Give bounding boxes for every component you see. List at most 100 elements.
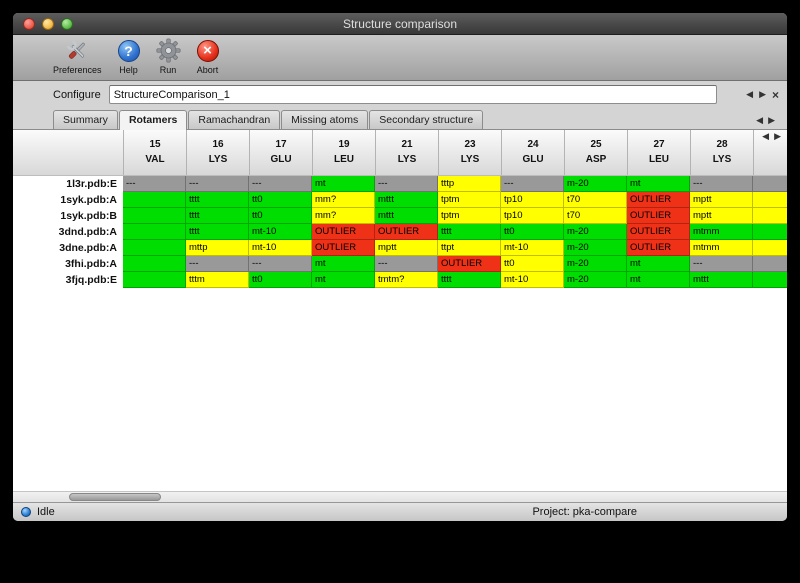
row-label[interactable]: 3dnd.pdb:A (13, 224, 123, 240)
rotamer-cell[interactable]: OUTLIER (627, 224, 690, 240)
row-label[interactable]: 3dne.pdb:A (13, 240, 123, 256)
column-header[interactable]: 24 GLU (501, 130, 564, 175)
rotamer-cell[interactable]: tttt (438, 272, 501, 288)
rotamer-cell[interactable]: mt (627, 272, 690, 288)
rotamer-cell[interactable]: --- (249, 176, 312, 192)
rotamer-cell[interactable]: tp10 (501, 208, 564, 224)
rotamer-cell[interactable] (123, 272, 186, 288)
help-button[interactable]: ? Help (117, 37, 140, 75)
rotamer-cell[interactable]: OUTLIER (627, 240, 690, 256)
rotamer-cell[interactable]: --- (186, 256, 249, 272)
rotamer-cell[interactable]: mtmm (690, 224, 753, 240)
tab-rotamers[interactable]: Rotamers (118, 110, 188, 130)
rotamer-cell[interactable]: mptt (375, 240, 438, 256)
rotamer-cell[interactable]: mtmm (690, 240, 753, 256)
rotamer-cell[interactable]: tt0 (501, 224, 564, 240)
row-label[interactable]: 1l3r.pdb:E (13, 176, 123, 192)
tabs-scroll-left-icon[interactable]: ◀ (756, 115, 764, 125)
column-header[interactable]: 16 LYS (186, 130, 249, 175)
rotamer-cell[interactable]: tttt (186, 224, 249, 240)
row-label[interactable]: 1syk.pdb:A (13, 192, 123, 208)
rotamer-cell[interactable]: t70 (564, 208, 627, 224)
rotamer-cell[interactable]: --- (375, 176, 438, 192)
rotamer-cell[interactable]: tptm (438, 208, 501, 224)
rotamer-cell[interactable] (753, 192, 787, 208)
rotamer-cell[interactable] (123, 224, 186, 240)
tabs-scroll-right-icon[interactable]: ▶ (768, 115, 775, 125)
rotamer-cell[interactable] (123, 192, 186, 208)
rotamer-cell[interactable]: tttt (186, 192, 249, 208)
abort-button[interactable]: × Abort (196, 37, 219, 75)
columns-scroll-right-icon[interactable]: ▶ (774, 131, 781, 141)
horizontal-scrollbar[interactable] (13, 491, 787, 502)
column-header[interactable]: 17 GLU (249, 130, 312, 175)
rotamer-cell[interactable] (123, 240, 186, 256)
rotamer-cell[interactable]: mt (627, 256, 690, 272)
rotamer-cell[interactable]: mttt (375, 192, 438, 208)
rotamer-cell[interactable]: mttp (186, 240, 249, 256)
rotamer-cell[interactable] (753, 272, 787, 288)
close-window-button[interactable] (23, 17, 35, 30)
rotamer-cell[interactable]: mptt (690, 208, 753, 224)
rotamer-cell[interactable]: OUTLIER (627, 192, 690, 208)
rotamer-cell[interactable]: mm? (312, 192, 375, 208)
zoom-window-button[interactable] (61, 17, 73, 30)
minimize-window-button[interactable] (42, 17, 54, 30)
row-label[interactable]: 3fjq.pdb:E (13, 272, 123, 288)
rotamer-cell[interactable]: tt0 (501, 256, 564, 272)
rotamer-cell[interactable]: --- (375, 256, 438, 272)
rotamer-cell[interactable]: m-20 (564, 176, 627, 192)
configure-name-input[interactable] (108, 85, 717, 104)
rotamer-cell[interactable]: m-20 (564, 240, 627, 256)
rotamer-cell[interactable] (753, 256, 787, 272)
rotamer-cell[interactable]: mt (312, 272, 375, 288)
rotamer-cell[interactable]: --- (123, 176, 186, 192)
column-header[interactable] (753, 130, 787, 175)
column-header[interactable]: 27 LEU (627, 130, 690, 175)
column-header[interactable]: 23 LYS (438, 130, 501, 175)
rotamer-cell[interactable]: --- (690, 176, 753, 192)
column-header[interactable]: 28 LYS (690, 130, 753, 175)
tab-secondary-structure[interactable]: Secondary structure (369, 110, 484, 129)
rotamer-cell[interactable]: tt0 (249, 192, 312, 208)
rotamer-cell[interactable]: OUTLIER (375, 224, 438, 240)
rotamer-cell[interactable]: --- (186, 176, 249, 192)
rotamer-cell[interactable] (753, 240, 787, 256)
rotamer-cell[interactable]: m-20 (564, 224, 627, 240)
rotamer-cell[interactable]: mt-10 (249, 224, 312, 240)
rotamer-cell[interactable]: mttt (375, 208, 438, 224)
rotamer-cell[interactable]: mt-10 (249, 240, 312, 256)
column-header[interactable]: 21 LYS (375, 130, 438, 175)
rotamer-cell[interactable]: mt (312, 176, 375, 192)
rotamer-cell[interactable]: mt-10 (501, 272, 564, 288)
rotamer-cell[interactable]: tttp (438, 176, 501, 192)
rotamer-cell[interactable]: OUTLIER (312, 240, 375, 256)
rotamer-cell[interactable]: tttm (186, 272, 249, 288)
row-label[interactable]: 3fhi.pdb:A (13, 256, 123, 272)
rotamer-cell[interactable] (123, 256, 186, 272)
rotamer-cell[interactable]: OUTLIER (438, 256, 501, 272)
column-header[interactable]: 19 LEU (312, 130, 375, 175)
rotamer-cell[interactable]: tmtm? (375, 272, 438, 288)
rotamer-cell[interactable]: mm? (312, 208, 375, 224)
columns-scroll-left-icon[interactable]: ◀ (762, 131, 770, 141)
column-header[interactable]: 25 ASP (564, 130, 627, 175)
next-page-icon[interactable]: ▶ (759, 89, 766, 99)
preferences-button[interactable]: Preferences (53, 37, 102, 75)
rotamer-cell[interactable]: tt0 (249, 272, 312, 288)
tab-summary[interactable]: Summary (53, 110, 118, 129)
rotamer-cell[interactable]: m-20 (564, 272, 627, 288)
close-icon[interactable]: × (771, 87, 779, 102)
rotamer-cell[interactable]: mptt (690, 192, 753, 208)
rotamer-cell[interactable] (753, 224, 787, 240)
tab-missing-atoms[interactable]: Missing atoms (281, 110, 369, 129)
rotamer-cell[interactable]: tttt (186, 208, 249, 224)
rotamer-cell[interactable]: mttt (690, 272, 753, 288)
rotamer-cell[interactable]: m-20 (564, 256, 627, 272)
rotamer-cell[interactable] (753, 208, 787, 224)
scrollbar-thumb[interactable] (69, 493, 161, 501)
rotamer-cell[interactable]: mt (312, 256, 375, 272)
rotamer-cell[interactable]: OUTLIER (312, 224, 375, 240)
rotamer-cell[interactable]: tp10 (501, 192, 564, 208)
rotamer-cell[interactable]: t70 (564, 192, 627, 208)
